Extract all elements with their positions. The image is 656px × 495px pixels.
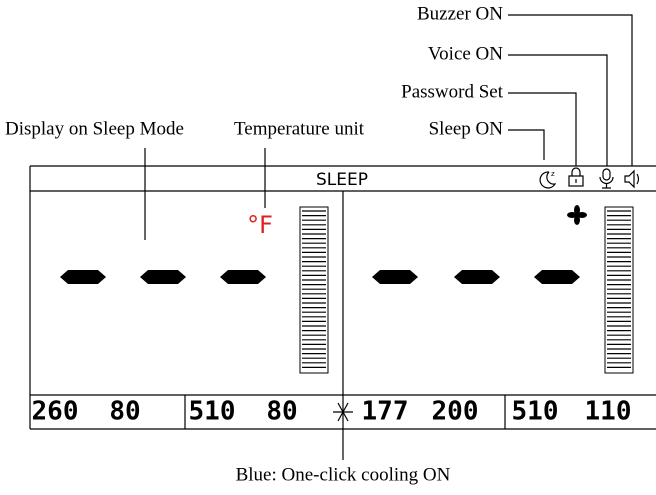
segment-dash [60,270,106,284]
reading: 80 [109,397,140,427]
lock-icon [568,167,584,187]
level-bar [604,206,634,374]
callout-label: Password Set [401,81,504,102]
callout-label: Buzzer ON [417,3,503,24]
leader-line [508,92,577,166]
callout-label: Temperature unit [234,118,365,139]
snowflake-icon [333,402,353,422]
callout-label: Voice ON [428,43,503,64]
leader-line [508,14,633,166]
segment-dash [534,270,580,284]
callout-label: Display on Sleep Mode [5,118,184,139]
leader-line [508,54,608,166]
reading: 110 [585,397,632,427]
temperature-unit: °F [247,211,273,239]
reading: 177 [362,397,409,427]
fan-icon [567,205,587,225]
segment-dash [372,270,418,284]
reading: 200 [432,397,479,427]
speaker-icon [624,169,640,189]
reading: 80 [266,397,297,427]
reading: 510 [512,397,559,427]
reading: 510 [189,397,236,427]
callout-label: Sleep ON [429,118,504,139]
mic-icon [599,168,614,189]
level-bar [299,206,329,374]
svg-text:z: z [551,170,555,178]
leader-line [508,129,545,160]
mode-label: SLEEP [316,170,368,190]
caption: Blue: One-click cooling ON [236,464,451,485]
segment-dash [454,270,500,284]
segment-dash [220,270,266,284]
moon-icon: z [539,170,557,189]
reading: 260 [32,397,79,427]
segment-dash [140,270,186,284]
